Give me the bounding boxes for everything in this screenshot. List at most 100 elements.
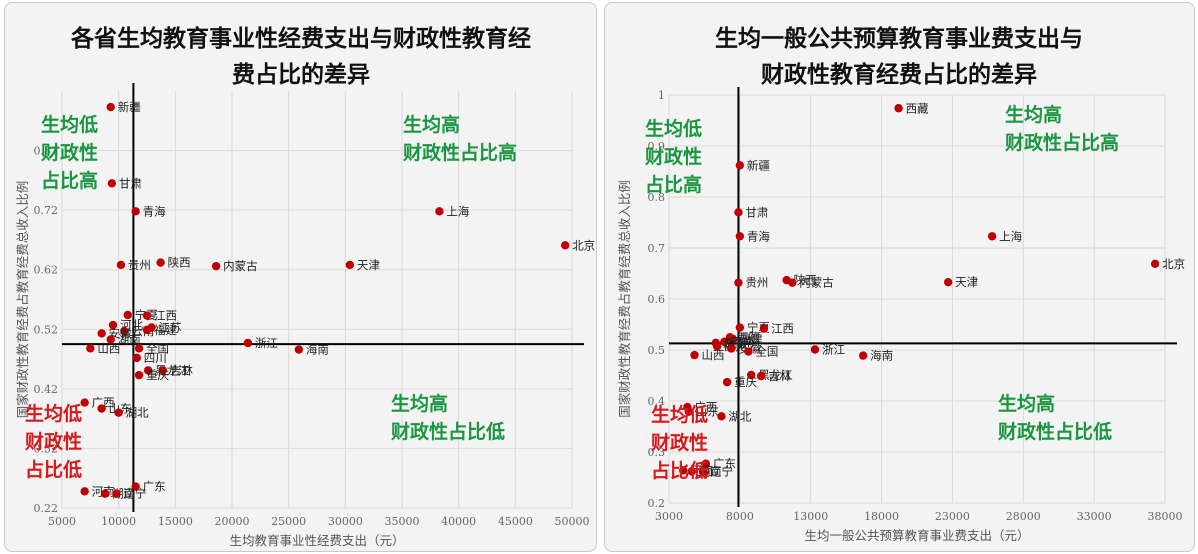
quadrant-label: 生均低 (41, 113, 98, 136)
point-label: 贵州 (745, 276, 768, 290)
data-point (810, 345, 820, 354)
data-point (112, 489, 121, 498)
quadrant-label: 财政性占比低 (998, 420, 1112, 443)
data-point (735, 323, 745, 332)
data-point (712, 342, 722, 351)
data-point (86, 344, 95, 353)
data-point (131, 482, 140, 491)
data-point (106, 102, 115, 112)
data-point (728, 334, 737, 343)
point-label: 新疆 (118, 100, 141, 114)
point-label: 福建 (154, 323, 177, 337)
data-point (987, 232, 997, 241)
data-point (120, 326, 129, 336)
point-label: 陕西 (794, 273, 817, 287)
data-point (211, 261, 221, 271)
x-tick-label: 10000 (101, 515, 136, 528)
point-label: 河南 (731, 335, 754, 349)
point-label: 天津 (955, 275, 978, 289)
point-label: 浙江 (255, 336, 278, 350)
data-point (735, 161, 745, 170)
quadrant-label: 财政性占比高 (403, 141, 517, 164)
point-label: 黑龙江 (758, 368, 793, 382)
x-tick-label: 25000 (271, 515, 306, 528)
x-tick-label: 8000 (726, 510, 754, 523)
point-label: 青海 (143, 204, 166, 218)
point-label: 贵州 (128, 258, 151, 272)
point-label: 青海 (747, 229, 770, 243)
chart-title-line: 财政性教育经费占比的差异 (761, 61, 1037, 88)
x-tick-label: 13000 (793, 510, 828, 523)
point-label: 内蒙古 (223, 259, 258, 273)
x-tick-label: 45000 (498, 515, 533, 528)
data-point (294, 345, 304, 354)
quadrant-label: 财政性 (651, 431, 708, 454)
data-point (687, 467, 696, 476)
data-point (80, 487, 89, 496)
data-point (746, 370, 756, 380)
data-point (116, 260, 126, 270)
quadrant-label: 生均高 (391, 392, 448, 415)
point-label: 江苏 (159, 320, 182, 334)
data-point (734, 208, 743, 217)
point-label: 辽宁 (123, 487, 146, 501)
x-tick-label: 28000 (1006, 510, 1041, 523)
point-label: 江西 (154, 309, 177, 323)
data-point (97, 329, 106, 338)
chart-panel-right: 3000 8000 13000 18000 23000 28000 33000 38000 0.… (604, 2, 1195, 552)
y-tick-label: 0.62 (34, 264, 59, 277)
point-label: 海南 (306, 343, 329, 357)
y-tick-label: 0.7 (648, 242, 666, 255)
point-label: 甘肃 (745, 205, 768, 219)
y-tick-label: 0.2 (648, 497, 666, 510)
y-tick-label: 0.3 (648, 446, 666, 459)
point-label: 天津 (357, 258, 380, 272)
y-tick-label: 0.5 (648, 344, 666, 357)
y-axis-title: 国家财政性教育经费占教育经费总收入比例 (617, 180, 632, 418)
y-tick-label: 0.8 (648, 191, 666, 204)
data-point (158, 366, 168, 375)
quadrant-label: 财政性占比低 (391, 420, 505, 443)
point-label: 海南 (870, 349, 893, 363)
scatter-chart-left: 5000 10000 15000 20000 25000 30000 35000 40000 4… (15, 25, 595, 548)
point-label: 浙江 (822, 342, 845, 356)
point-label: 内蒙古 (799, 276, 834, 290)
point-label: 北京 (572, 238, 595, 252)
x-axis-title: 生均教育事业性经费支出（元） (229, 533, 404, 548)
data-point (100, 489, 110, 498)
data-point (134, 370, 144, 380)
point-label: 山西 (702, 348, 725, 362)
data-point (80, 398, 89, 407)
point-label: 重庆 (734, 375, 757, 389)
x-tick-label: 23000 (935, 510, 970, 523)
quadrant-label: 生均高 (998, 392, 1055, 415)
y-tick-label: 0.32 (34, 442, 59, 455)
data-point (132, 353, 141, 363)
data-point (1150, 259, 1160, 269)
data-point (114, 408, 123, 417)
y-tick-label: 1 (658, 89, 665, 102)
data-point (698, 467, 708, 476)
data-point (722, 377, 732, 387)
x-tick-label: 30000 (328, 515, 363, 528)
data-point (678, 466, 688, 475)
quadrant-label: 占比高 (645, 173, 702, 196)
point-label: 上海 (446, 204, 469, 218)
y-tick-label: 0.42 (34, 383, 59, 396)
data-point (720, 337, 729, 347)
point-label: 广西 (694, 400, 717, 414)
point-label: 广东 (143, 480, 166, 494)
data-point (734, 278, 743, 287)
data-point (97, 404, 106, 413)
data-point (243, 338, 253, 348)
x-tick-label: 40000 (441, 515, 476, 528)
data-point (435, 207, 444, 216)
data-point (108, 320, 118, 330)
quadrant-label: 占比高 (41, 169, 98, 192)
point-label: 全国 (755, 345, 778, 359)
y-tick-label: 0.9 (648, 140, 666, 153)
x-tick-label: 50000 (555, 515, 590, 528)
data-point (131, 207, 140, 216)
data-point (735, 232, 745, 241)
x-tick-label: 38000 (1148, 510, 1183, 523)
